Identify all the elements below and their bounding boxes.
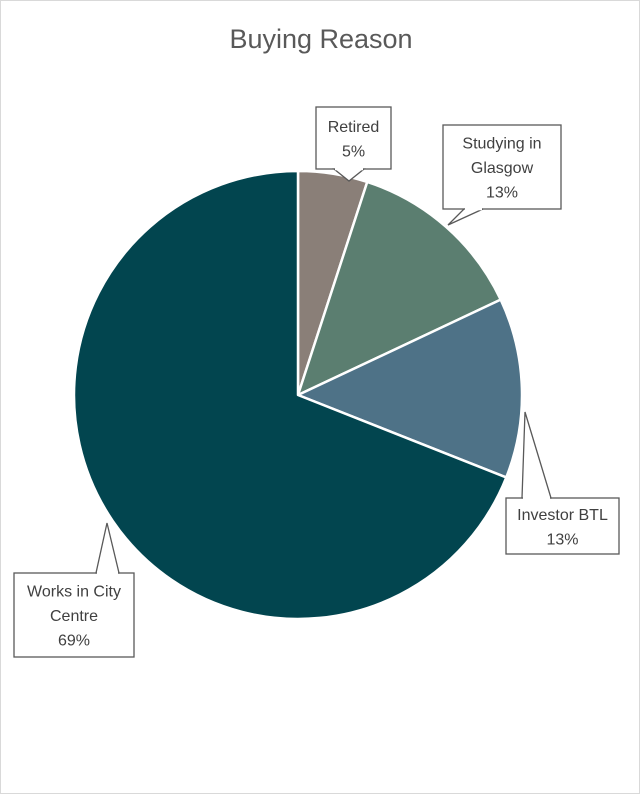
- data-label-text: Glasgow: [471, 160, 534, 177]
- pie-slice-studying-in-glasgow: [296, 180, 502, 397]
- data-label-studying-in-glasgow: Studying in Glasgow 13%: [442, 124, 562, 226]
- pie-slice-works-in-city-centre: [72, 169, 508, 621]
- pie-slice-investor-btl: [296, 298, 524, 479]
- data-label-works-in-city-centre: Works in City Centre 69%: [13, 522, 135, 658]
- data-label-text: Centre: [50, 608, 98, 625]
- callout-box: [13, 572, 135, 658]
- data-label-investor-btl: Investor BTL 13%: [505, 411, 620, 555]
- data-label-text: 13%: [486, 185, 518, 202]
- data-label-text: Retired: [328, 119, 380, 136]
- callout-pointer: [95, 522, 120, 574]
- callout-pointer: [521, 411, 552, 499]
- chart-title: Buying Reason: [229, 24, 412, 54]
- data-label-text: Studying in: [462, 136, 541, 153]
- data-label-text: 69%: [58, 633, 90, 650]
- data-label-retired: Retired 5%: [315, 106, 392, 182]
- data-label-text: 13%: [546, 531, 578, 548]
- callout-box: [442, 124, 562, 210]
- pie-slices: [72, 169, 524, 621]
- data-label-text: Investor BTL: [517, 507, 608, 524]
- data-label-text: Works in City: [27, 584, 121, 601]
- data-label-text: 5%: [342, 143, 365, 160]
- callout-box: [505, 497, 620, 555]
- callout-pointer: [447, 208, 484, 226]
- callout-box: [315, 106, 392, 170]
